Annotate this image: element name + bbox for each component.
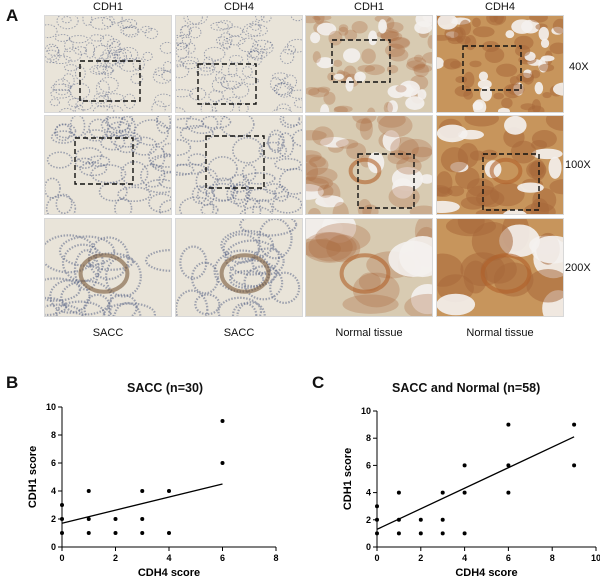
sample-label-1: SACC (92, 327, 124, 339)
sample-label-2: SACC (223, 327, 255, 339)
data-point (462, 490, 467, 495)
micrograph-tile (44, 15, 172, 113)
x-tick-label: 10 (591, 553, 600, 563)
x-tick-label: 6 (220, 553, 225, 563)
column-label-3: CDH1 (354, 1, 384, 13)
data-point (220, 461, 225, 465)
micrograph-tile (175, 15, 303, 113)
micrograph-tile (305, 218, 433, 317)
data-point (440, 490, 445, 495)
x-tick-label: 2 (113, 553, 118, 563)
magnification-label-100x: 100X (565, 159, 591, 171)
data-point (60, 503, 64, 507)
data-point (506, 490, 511, 495)
x-tick-label: 6 (506, 553, 511, 563)
magnification-label-40x: 40X (569, 61, 589, 73)
regression-line (376, 436, 575, 530)
y-axis-label: CDH1 score (27, 446, 39, 508)
x-tick-label: 4 (166, 553, 171, 563)
y-tick-label: 2 (366, 515, 371, 525)
y-axis-label: CDH1 score (342, 448, 354, 510)
data-point (86, 517, 91, 521)
column-label-4: CDH4 (485, 1, 515, 13)
data-point (375, 531, 379, 536)
y-tick-label: 8 (51, 430, 56, 440)
x-tick-label: 0 (59, 553, 64, 563)
data-point (140, 517, 145, 521)
data-point (60, 517, 64, 521)
y-tick-label: 0 (51, 542, 56, 552)
chart-b-title: SACC (n=30) (127, 381, 204, 395)
data-point (140, 531, 145, 535)
data-point (572, 463, 577, 468)
y-tick-label: 10 (361, 406, 371, 416)
panel-c-label: C (312, 373, 325, 392)
y-tick-label: 2 (51, 514, 56, 524)
sample-label-4: Normal tissue (466, 327, 534, 339)
scatter-chart-sacc-and-normal: 0 2 4 6 8 10 0 2 4 6 8 10 CDH4 score CDH1 score (342, 406, 600, 579)
y-tick-label: 8 (366, 433, 371, 443)
micrograph-tile (305, 15, 433, 113)
data-point (86, 489, 91, 493)
data-point (113, 517, 118, 521)
panel-b-label: B (6, 373, 19, 392)
panel-a-label: A (6, 6, 19, 25)
data-point (60, 531, 64, 535)
x-tick-label: 4 (462, 553, 467, 563)
micrograph-tile (44, 218, 172, 317)
column-label-2: CDH4 (224, 1, 254, 13)
data-point (375, 517, 379, 522)
x-tick-label: 0 (374, 553, 379, 563)
data-point (167, 489, 171, 493)
data-point (506, 422, 511, 427)
data-point (418, 531, 423, 536)
data-point (167, 531, 171, 535)
micrograph-tile (305, 115, 433, 215)
micrograph-tile (436, 218, 564, 317)
column-label-1: CDH1 (93, 1, 123, 13)
x-tick-label: 2 (418, 553, 423, 563)
data-point (375, 504, 379, 509)
data-point (506, 463, 511, 468)
data-point (462, 531, 467, 536)
micrograph-tile (436, 115, 564, 215)
y-tick-label: 10 (46, 402, 56, 412)
data-point (113, 531, 118, 535)
data-point (440, 517, 445, 522)
regression-line (61, 483, 223, 524)
data-point (418, 517, 423, 522)
x-axis-label: CDH4 score (138, 567, 200, 579)
x-tick-label: 8 (273, 553, 278, 563)
data-point (140, 489, 145, 493)
x-axis-label: CDH4 score (455, 567, 517, 579)
y-tick-label: 6 (51, 458, 56, 468)
x-tick-label: 8 (550, 553, 555, 563)
y-tick-label: 4 (51, 486, 56, 496)
micrograph-tile (436, 15, 564, 113)
data-point (220, 419, 225, 423)
data-point (396, 517, 401, 522)
data-point (462, 463, 467, 468)
data-point (86, 531, 91, 535)
micrograph-tile (44, 115, 172, 215)
micrograph-tile (175, 115, 303, 215)
chart-c-title: SACC and Normal (n=58) (392, 381, 541, 395)
micrograph-tile (175, 218, 303, 317)
data-point (396, 531, 401, 536)
scatter-chart-sacc: 0 2 4 6 8 0 2 4 6 8 10 CDH4 score CDH1 score (27, 402, 279, 579)
data-point (572, 422, 577, 427)
data-point (396, 490, 401, 495)
y-tick-label: 4 (366, 488, 371, 498)
y-tick-label: 6 (366, 460, 371, 470)
sample-label-3: Normal tissue (335, 327, 403, 339)
magnification-label-200x: 200X (565, 262, 591, 274)
data-point (440, 531, 445, 536)
y-tick-label: 0 (366, 542, 371, 552)
